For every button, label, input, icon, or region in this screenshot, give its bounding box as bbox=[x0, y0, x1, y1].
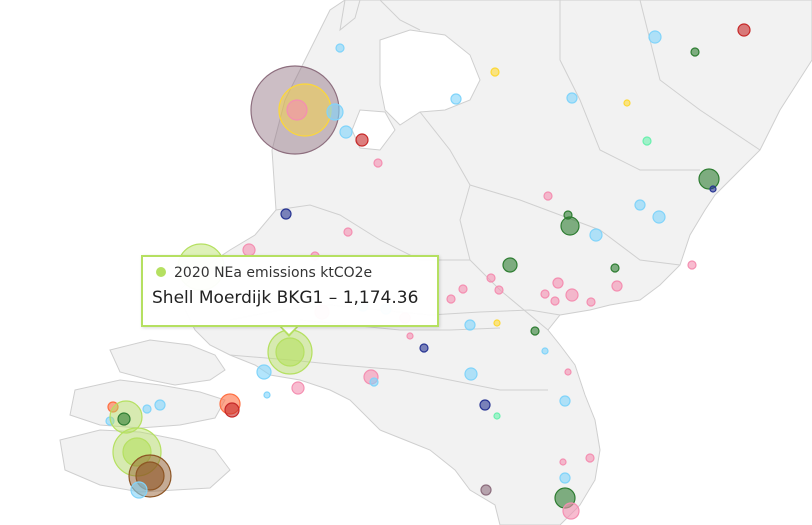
emission-point[interactable] bbox=[652, 210, 666, 224]
emission-point[interactable] bbox=[490, 67, 500, 77]
emission-point[interactable] bbox=[552, 277, 564, 289]
emission-point[interactable] bbox=[737, 23, 751, 37]
emission-point[interactable] bbox=[339, 125, 353, 139]
emission-point[interactable] bbox=[286, 99, 308, 121]
emission-point[interactable] bbox=[355, 133, 369, 147]
emission-point[interactable] bbox=[446, 294, 456, 304]
emission-point[interactable] bbox=[589, 228, 603, 242]
emission-point[interactable] bbox=[486, 273, 496, 283]
province-borders bbox=[229, 0, 761, 391]
emission-point[interactable] bbox=[464, 367, 478, 381]
emission-point[interactable] bbox=[564, 368, 572, 376]
emission-point[interactable] bbox=[256, 364, 272, 380]
map-land bbox=[59, 0, 812, 525]
point-tooltip: 2020 NEa emissions ktCO2e Shell Moerdijk… bbox=[141, 255, 439, 327]
tooltip-separator: – bbox=[323, 288, 343, 308]
emission-point[interactable] bbox=[335, 43, 345, 53]
emission-point[interactable] bbox=[586, 297, 596, 307]
emission-point[interactable] bbox=[142, 404, 152, 414]
emission-point[interactable] bbox=[530, 326, 540, 336]
emission-point[interactable] bbox=[543, 191, 553, 201]
emission-point[interactable] bbox=[154, 399, 166, 411]
emission-point[interactable] bbox=[687, 260, 697, 270]
emission-point[interactable] bbox=[291, 381, 305, 395]
emission-point[interactable] bbox=[642, 136, 652, 146]
tooltip-arrow-inner bbox=[280, 325, 298, 334]
series-color-dot bbox=[156, 267, 166, 277]
emission-point[interactable] bbox=[560, 216, 580, 236]
emission-point[interactable] bbox=[493, 319, 501, 327]
emission-point[interactable] bbox=[648, 30, 662, 44]
tooltip-point-value: 1,174.36 bbox=[342, 288, 419, 308]
emission-point[interactable] bbox=[263, 391, 271, 399]
emission-point[interactable] bbox=[122, 437, 152, 467]
emission-point[interactable] bbox=[502, 257, 518, 273]
emission-point[interactable] bbox=[623, 99, 631, 107]
emission-point[interactable] bbox=[480, 484, 492, 496]
emission-point[interactable] bbox=[611, 280, 623, 292]
emission-point[interactable] bbox=[464, 319, 476, 331]
tooltip-series-label: 2020 NEa emissions ktCO2e bbox=[156, 265, 372, 281]
emission-point[interactable] bbox=[698, 168, 720, 190]
tooltip-point-name: Shell Moerdijk BKG1 bbox=[152, 288, 324, 308]
emission-point[interactable] bbox=[450, 93, 462, 105]
emission-point[interactable] bbox=[585, 453, 595, 463]
emission-point[interactable] bbox=[559, 472, 571, 484]
emission-point[interactable] bbox=[563, 210, 573, 220]
emission-point[interactable] bbox=[275, 337, 305, 367]
emission-point[interactable] bbox=[709, 185, 717, 193]
tooltip-series-name: 2020 NEa emissions ktCO2e bbox=[174, 265, 373, 281]
emission-point[interactable] bbox=[479, 399, 491, 411]
emission-point[interactable] bbox=[566, 92, 578, 104]
emission-point[interactable] bbox=[540, 289, 550, 299]
emission-point[interactable] bbox=[373, 158, 383, 168]
emission-point[interactable] bbox=[419, 343, 429, 353]
emission-point[interactable] bbox=[562, 502, 580, 520]
emission-point[interactable] bbox=[326, 103, 344, 121]
emission-point[interactable] bbox=[559, 395, 571, 407]
emission-point[interactable] bbox=[690, 47, 700, 57]
emission-points[interactable] bbox=[105, 23, 751, 520]
emission-point[interactable] bbox=[559, 458, 567, 466]
tooltip-value-line: Shell Moerdijk BKG1 – 1,174.36 bbox=[152, 288, 418, 308]
emission-point[interactable] bbox=[634, 199, 646, 211]
emission-point[interactable] bbox=[117, 412, 131, 426]
emission-point[interactable] bbox=[369, 377, 379, 387]
emission-point[interactable] bbox=[610, 263, 620, 273]
emission-point[interactable] bbox=[494, 285, 504, 295]
emission-point[interactable] bbox=[406, 332, 414, 340]
emission-point[interactable] bbox=[493, 412, 501, 420]
emission-point[interactable] bbox=[130, 481, 148, 499]
emission-point[interactable] bbox=[565, 288, 579, 302]
emission-point[interactable] bbox=[343, 227, 353, 237]
emission-point[interactable] bbox=[458, 284, 468, 294]
emission-point[interactable] bbox=[541, 347, 549, 355]
emission-point[interactable] bbox=[224, 402, 240, 418]
emission-point[interactable] bbox=[550, 296, 560, 306]
emission-point[interactable] bbox=[280, 208, 292, 220]
